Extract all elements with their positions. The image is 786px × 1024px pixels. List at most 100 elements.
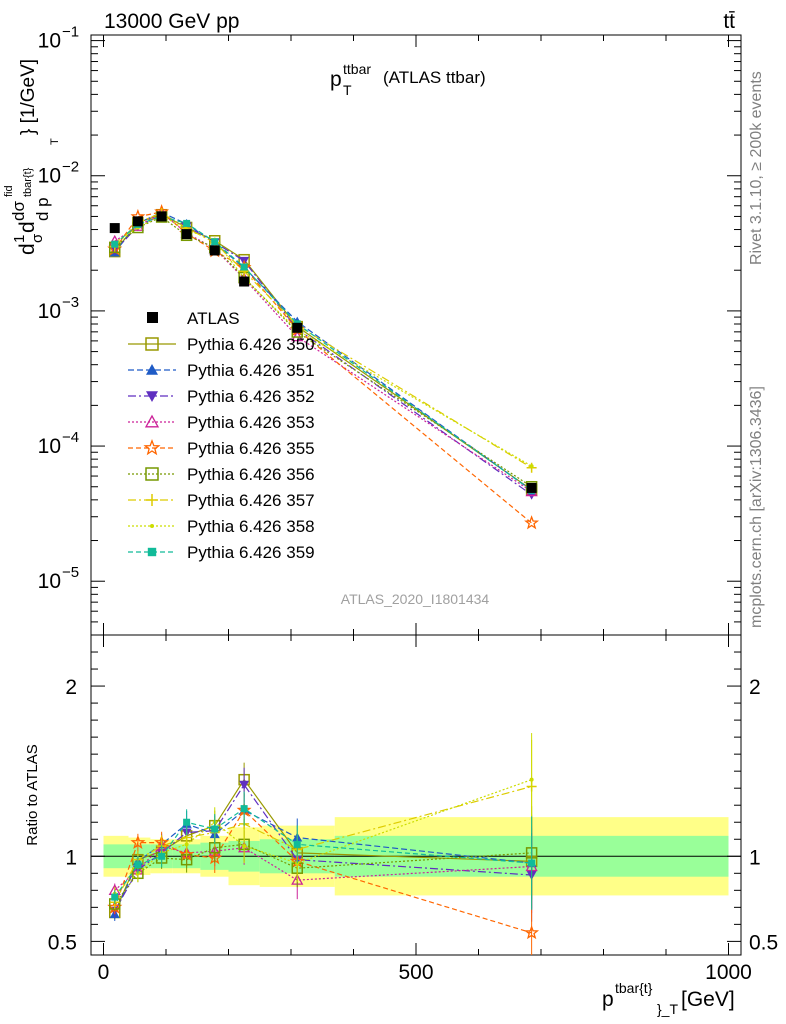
series-marker [146, 391, 158, 402]
atlas-data-point [526, 482, 537, 493]
x-tick-label: 0 [98, 961, 110, 984]
series-marker [145, 467, 159, 481]
ylabel-dsigma: dσ [9, 201, 28, 221]
y-tick-label-base: 10 [38, 300, 61, 323]
series-marker [291, 330, 304, 342]
series-marker [158, 852, 166, 860]
series-line-ratio [114, 807, 532, 898]
series-line-main [114, 214, 532, 496]
series-marker [524, 515, 540, 530]
ratio-y-axis-label: Ratio to ATLAS [24, 744, 41, 845]
ratio-y-tick-label-left: 1 [65, 846, 77, 869]
series-marker [211, 825, 219, 833]
header-left: 13000 GeV pp [104, 10, 239, 33]
ylabel-dp: d p [33, 197, 52, 221]
y-tick-label-base: 10 [38, 570, 61, 593]
series-marker [529, 777, 534, 782]
series-line-ratio [114, 845, 532, 891]
series-marker [528, 859, 536, 867]
ylabel-T: T [49, 138, 61, 145]
legend-label: Pythia 6.426 350 [187, 335, 315, 354]
ylabel-sigma: σ [29, 233, 46, 243]
series-marker [134, 861, 142, 869]
mcplots-label: mcplots.cern.ch [arXiv:1306.3436] [748, 386, 765, 628]
series-line-ratio [114, 785, 532, 903]
series-marker [239, 780, 250, 790]
series-marker [150, 524, 154, 528]
legend-label: Pythia 6.426 351 [187, 361, 315, 380]
series-marker [529, 464, 534, 469]
series-marker [130, 834, 146, 849]
y-tick-label-exp: −4 [62, 429, 79, 446]
atlas-data-point [292, 322, 303, 333]
x-tick-label: 1000 [705, 961, 752, 984]
series-line-ratio [114, 779, 532, 895]
ratio-y-tick-label-left: 2 [65, 676, 77, 699]
series-marker [184, 842, 189, 847]
series-358 [112, 213, 534, 901]
series-marker [146, 494, 158, 506]
series-356 [109, 211, 538, 911]
ratio-y-tick-label-right: 0.5 [749, 931, 778, 954]
y-tick-label-exp: −3 [62, 294, 79, 311]
y-tick-label-exp: −1 [62, 24, 79, 41]
y-tick-label-exp: −5 [62, 564, 79, 581]
series-line-main [114, 211, 533, 524]
series-marker [293, 840, 301, 848]
legend-label: Pythia 6.426 356 [187, 465, 315, 484]
series-marker [240, 263, 248, 271]
y-tick-label-exp: −2 [62, 159, 79, 176]
series-marker [183, 219, 191, 227]
series-marker [111, 240, 119, 248]
atlas-data-point [209, 245, 220, 256]
atlas-data-point [239, 276, 250, 287]
series-marker [143, 438, 161, 456]
ylabel-dsub: tbar{t} [22, 167, 34, 197]
xlabel-sub: }_T [657, 1001, 678, 1017]
atlas-data-point [156, 211, 167, 222]
xlabel-unit: [GeV] [681, 988, 735, 1011]
ylabel-sup: fid [3, 185, 15, 197]
y-tick-label-base: 10 [38, 165, 61, 188]
plot-title: p ttbar T (ATLAS ttbar) [330, 61, 486, 98]
analysis-label: ATLAS_2020_I1801434 [341, 591, 490, 607]
series-marker [111, 893, 119, 901]
series-marker [145, 337, 159, 351]
series-marker [240, 805, 248, 813]
x-tick-label: 500 [398, 961, 433, 984]
series-marker [183, 818, 191, 826]
series-marker [211, 238, 219, 246]
ylabel-unit: } [1/GeV] [18, 59, 39, 135]
legend-label-atlas: ATLAS [187, 309, 240, 328]
series-351 [109, 207, 537, 921]
legend: ATLAS Pythia 6.426 350 Pythia 6.426 351 Pyt… [128, 309, 315, 562]
series-line-ratio [114, 843, 532, 905]
legend-label: Pythia 6.426 357 [187, 491, 315, 510]
series-line-main [114, 211, 532, 491]
series-line-main [114, 215, 532, 491]
legend-label: Pythia 6.426 355 [187, 439, 315, 458]
legend-label: Pythia 6.426 352 [187, 387, 315, 406]
series-line-main [114, 214, 532, 491]
plot-title-p: p [330, 68, 342, 91]
ylabel-frac: 1 [11, 235, 28, 243]
series-line-ratio [114, 809, 532, 915]
legend-marker-atlas [147, 312, 158, 323]
legend-label: Pythia 6.426 353 [187, 413, 315, 432]
plot-title-rest: (ATLAS ttbar) [383, 68, 486, 87]
atlas-data-point [109, 223, 120, 234]
series-357 [109, 208, 537, 910]
ratio-y-tick-label-right: 1 [749, 846, 761, 869]
series-line-main [114, 212, 532, 493]
atlas-data [109, 211, 537, 493]
y-tick-label-base: 10 [38, 30, 61, 53]
ratio-panel-frame [90, 634, 742, 956]
series-359 [111, 212, 536, 910]
xlabel-sup: tbar{t} [615, 980, 653, 996]
series-marker [524, 925, 540, 940]
y-tick-label-base: 10 [38, 435, 61, 458]
xlabel-p: p [602, 988, 614, 1011]
series-marker [146, 364, 158, 375]
